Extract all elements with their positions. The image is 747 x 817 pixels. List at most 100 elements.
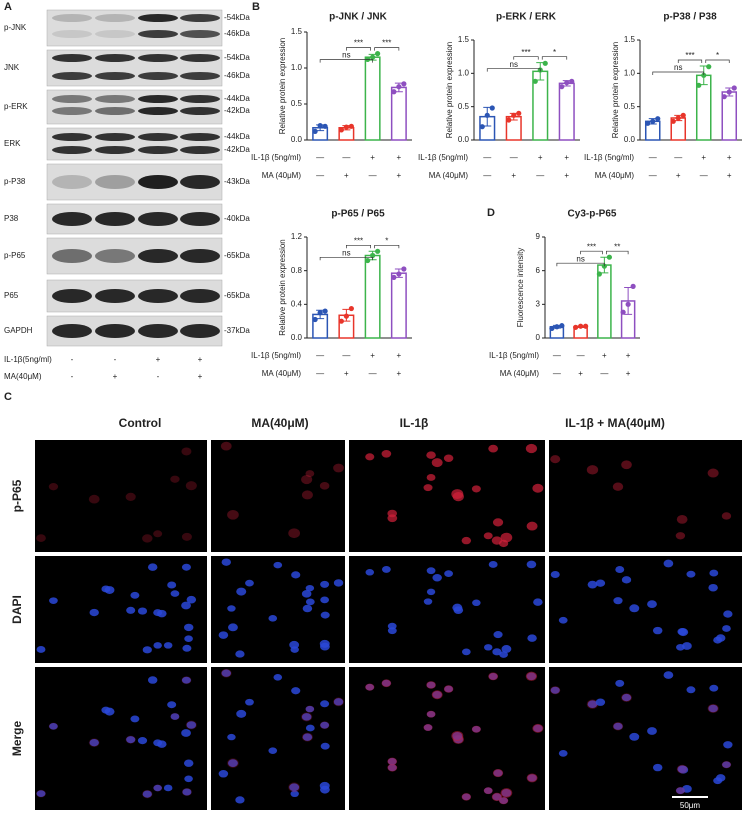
- nucleus: [236, 709, 247, 718]
- p65-signal: [125, 492, 136, 501]
- data-point: [696, 82, 702, 88]
- p65-signal: [483, 532, 493, 540]
- p65-signal: [153, 530, 163, 538]
- molecular-weight: -65kDa: [224, 251, 250, 260]
- data-point: [650, 118, 656, 124]
- bar: [558, 82, 575, 141]
- p65-signal: [461, 793, 472, 801]
- condition-mark: +: [538, 153, 543, 162]
- band: [52, 107, 92, 115]
- nucleus: [723, 741, 733, 749]
- data-point: [559, 84, 565, 90]
- row-label: p-P65: [10, 479, 24, 512]
- row-label: DAPI: [10, 595, 24, 624]
- condition-mark: +: [701, 153, 706, 162]
- condition-mark: —: [649, 153, 657, 162]
- nucleus: [677, 628, 687, 636]
- nucleus: [301, 713, 312, 721]
- nucleus: [499, 651, 508, 658]
- data-point: [511, 112, 517, 118]
- p65-signal: [88, 738, 100, 748]
- band: [95, 133, 135, 141]
- nucleus: [686, 570, 696, 578]
- chart-title: Cy3-p-P65: [568, 209, 617, 220]
- band: [180, 324, 220, 338]
- condition-label: MA (40μM): [429, 171, 469, 180]
- nucleus: [157, 609, 167, 618]
- p65-signal: [675, 532, 686, 540]
- band: [95, 249, 135, 263]
- band: [138, 95, 178, 103]
- p65-signal: [498, 796, 509, 805]
- nucleus: [615, 679, 625, 687]
- nucleus: [621, 576, 632, 584]
- molecular-weight: -46kDa: [224, 29, 250, 38]
- band: [95, 14, 135, 22]
- p65-signal: [586, 465, 599, 475]
- nucleus: [550, 571, 560, 579]
- data-point: [343, 124, 349, 130]
- condition-label: MA(40μM): [4, 372, 42, 381]
- p65-signal: [227, 509, 239, 520]
- data-point: [317, 310, 323, 316]
- data-point: [620, 309, 626, 315]
- data-point: [721, 94, 727, 100]
- blot-label: P38: [4, 214, 19, 223]
- panel-letter: B: [252, 1, 260, 13]
- row-label: Merge: [10, 721, 24, 757]
- condition-mark: +: [727, 153, 732, 162]
- significance-bracket: [606, 250, 629, 255]
- condition-mark: -: [157, 372, 160, 381]
- nucleus: [182, 644, 192, 652]
- band: [180, 95, 220, 103]
- p65-signal: [301, 490, 313, 500]
- data-point: [506, 117, 512, 123]
- nucleus: [613, 597, 623, 605]
- p65-signal: [431, 690, 443, 700]
- nucleus: [319, 639, 330, 648]
- p65-signal: [301, 732, 313, 742]
- p65-signal: [721, 760, 732, 769]
- y-axis-label: Relative protein expression: [278, 38, 287, 135]
- significance-bracket: [319, 256, 373, 261]
- nucleus: [452, 603, 463, 612]
- data-point: [365, 257, 371, 264]
- band: [138, 107, 178, 115]
- band: [52, 95, 92, 103]
- y-tick-label: 1.0: [458, 68, 470, 77]
- micrograph: [35, 440, 207, 552]
- p65-signal: [471, 485, 481, 493]
- data-point: [680, 112, 686, 118]
- band: [180, 30, 220, 38]
- nucleus: [533, 598, 543, 606]
- nucleus: [181, 729, 191, 737]
- data-point: [322, 308, 328, 314]
- nucleus: [126, 736, 136, 744]
- band: [52, 146, 92, 154]
- bar: [364, 56, 381, 141]
- nucleus: [708, 704, 718, 713]
- y-tick-label: 1.5: [458, 35, 470, 44]
- y-tick-label: 0.5: [291, 99, 303, 108]
- significance-label: ***: [354, 236, 363, 245]
- y-tick-label: 9: [536, 232, 541, 241]
- data-point: [396, 84, 402, 90]
- blot-label: JNK: [4, 63, 20, 72]
- data-point: [484, 112, 490, 118]
- micrograph: [549, 667, 742, 810]
- band: [180, 289, 220, 303]
- p65-signal: [525, 443, 538, 454]
- nucleus: [615, 566, 625, 573]
- nucleus: [629, 604, 640, 613]
- nucleus: [381, 565, 391, 573]
- nucleus: [126, 606, 136, 614]
- band: [180, 146, 220, 154]
- p65-signal: [170, 475, 180, 483]
- data-point: [479, 124, 485, 130]
- nucleus: [587, 580, 598, 589]
- band: [52, 133, 92, 141]
- p65-signal: [48, 483, 59, 491]
- nucleus: [236, 587, 247, 596]
- data-point: [706, 64, 712, 70]
- condition-mark: +: [397, 171, 402, 180]
